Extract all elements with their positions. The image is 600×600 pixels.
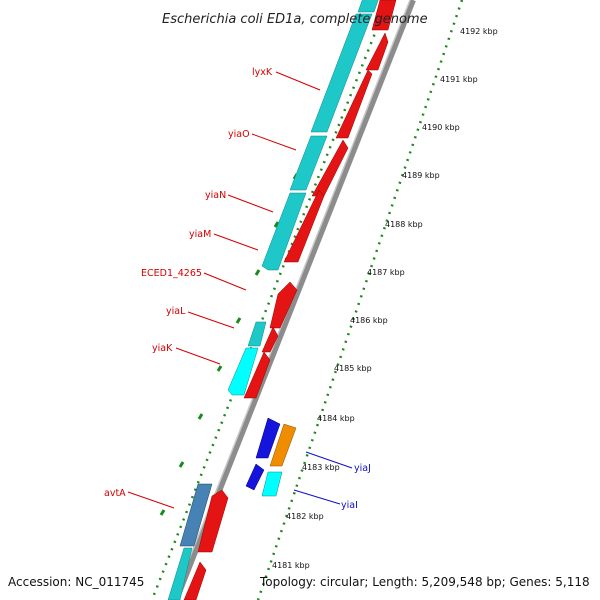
gene-label-yiaK: yiaK [152,343,173,354]
scale-label: 4187 kbp [367,268,405,277]
gene-arrow [261,192,307,271]
gene-label-yiaO: yiaO [228,129,250,140]
gene-arrow [167,547,193,600]
scale-label: 4181 kbp [272,561,310,570]
label-leaders [127,71,353,509]
gene-arrow [247,321,267,347]
scale-label: 4188 kbp [385,220,423,229]
gene-arrow [179,483,213,547]
scale-label: 4182 kbp [286,512,324,521]
scale-label: 4185 kbp [334,364,372,373]
gene-arrow [357,0,379,13]
scale-label: 4191 kbp [440,75,478,84]
ruler-dots-right [256,0,464,600]
gene-arrow [261,326,279,353]
gene-arrow [310,13,373,133]
red-features [183,0,397,600]
gene-label-yiaM: yiaM [189,229,211,240]
gene-arrow [245,463,265,491]
gene-arrow [269,423,297,467]
scale-label: 4189 kbp [402,171,440,180]
gene-label-ECED1_4265: ECED1_4265 [141,268,202,279]
scale-label: 4186 kbp [350,316,388,325]
map-title: Escherichia coli ED1a, complete genome [162,12,428,27]
gene-arrow [283,189,325,263]
gene-label-yiaI: yiaI [341,500,358,511]
gene-label-avtA: avtA [104,488,126,499]
scale-label: 4190 kbp [422,123,460,132]
gene-arrow [371,0,397,31]
gene-label-yiaJ: yiaJ [354,463,371,474]
gene-arrow [197,489,229,553]
gene-arrow [335,69,373,139]
gene-arrow [261,471,283,497]
gene-arrow [365,32,389,71]
scale-label: 4192 kbp [460,27,498,36]
gene-arrow [255,417,281,459]
gene-arrow [269,281,298,329]
scale-label: 4183 kbp [302,463,340,472]
gene-label-lyxK: lyxK [252,67,273,78]
gene-arrow [243,351,271,399]
cyan-features [167,0,379,600]
topology-text: Topology: circular; Length: 5,209,548 bp… [259,575,590,589]
gene-arrow [183,561,207,600]
accession-text: Accession: NC_011745 [8,575,144,589]
scale-label: 4184 kbp [317,414,355,423]
gene-label-yiaL: yiaL [166,306,186,317]
gene-label-yiaN: yiaN [205,190,226,201]
gene-arrow [227,347,259,396]
gene-arrow [289,135,328,191]
